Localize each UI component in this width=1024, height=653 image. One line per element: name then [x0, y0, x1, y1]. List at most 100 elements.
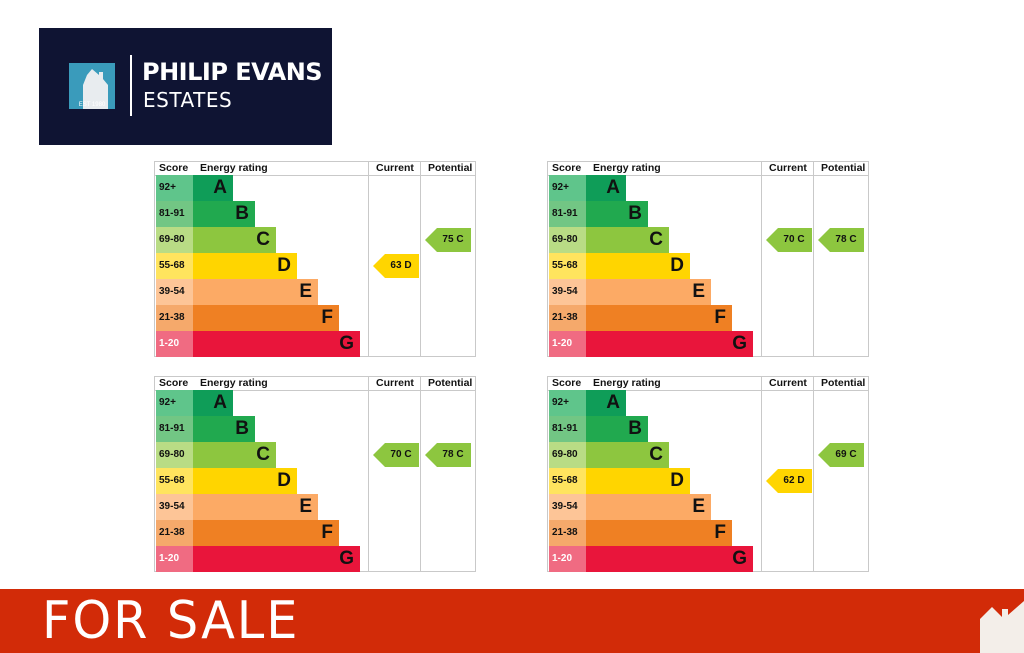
current-header: Current	[769, 377, 807, 389]
band-bar-a: A	[586, 175, 626, 201]
band-bar-g: G	[586, 546, 753, 572]
band-score: 81-91	[549, 201, 586, 227]
potential-rating-arrow: 78 C	[818, 228, 864, 252]
score-header: Score	[159, 377, 189, 389]
epc-chart-4: Score Energy rating Current Potential 92+ A 81…	[547, 376, 869, 572]
band-bar-d: D	[586, 253, 690, 279]
score-header: Score	[552, 162, 582, 174]
band-score: 81-91	[156, 201, 193, 227]
column-divider	[813, 377, 814, 571]
band-score: 92+	[156, 390, 193, 416]
band-bar-c: C	[586, 442, 669, 468]
band-bar-e: E	[586, 494, 711, 520]
band-bar-b: B	[193, 201, 255, 227]
band-bar-g: G	[193, 546, 360, 572]
current-rating-letter: D	[797, 475, 805, 486]
current-rating-arrow: 62 D	[766, 469, 812, 493]
band-score: 39-54	[549, 279, 586, 305]
header-divider	[155, 175, 475, 176]
band-bar-f: F	[193, 520, 339, 546]
logo-established: EST 1980	[78, 102, 106, 108]
current-header: Current	[376, 377, 414, 389]
potential-rating-letter: C	[849, 234, 857, 245]
band-bar-f: F	[586, 305, 732, 331]
current-rating-arrow: 70 C	[373, 443, 419, 467]
band-score: 39-54	[156, 279, 193, 305]
band-score: 1-20	[549, 331, 586, 357]
energy-rating-header: Energy rating	[593, 377, 661, 389]
energy-rating-header: Energy rating	[593, 162, 661, 174]
potential-rating-letter: C	[849, 449, 857, 460]
band-score: 92+	[156, 175, 193, 201]
current-header: Current	[769, 162, 807, 174]
band-score: 1-20	[549, 546, 586, 572]
current-rating-value: 62	[783, 475, 795, 486]
potential-rating-arrow: 78 C	[425, 443, 471, 467]
column-divider	[420, 162, 421, 356]
header-divider	[548, 175, 868, 176]
band-score: 1-20	[156, 546, 193, 572]
epc-chart-1: Score Energy rating Current Potential 92+ A 81…	[154, 161, 476, 357]
band-score: 39-54	[549, 494, 586, 520]
column-divider	[368, 162, 369, 356]
band-bar-c: C	[193, 227, 276, 253]
logo-divider	[130, 55, 132, 116]
header-divider	[548, 390, 868, 391]
column-divider	[761, 162, 762, 356]
potential-header: Potential	[821, 377, 866, 389]
company-subtitle: ESTATES	[143, 88, 233, 112]
band-score: 39-54	[156, 494, 193, 520]
potential-header: Potential	[428, 377, 473, 389]
band-bar-g: G	[586, 331, 753, 357]
current-rating-value: 70	[783, 234, 795, 245]
house-icon	[980, 601, 1024, 653]
band-score: 69-80	[549, 227, 586, 253]
column-divider	[420, 377, 421, 571]
header-divider	[155, 390, 475, 391]
epc-chart-2: Score Energy rating Current Potential 92+ A 81…	[547, 161, 869, 357]
company-name: PHILIP EVANS	[142, 58, 323, 86]
current-rating-arrow: 70 C	[766, 228, 812, 252]
band-bar-g: G	[193, 331, 360, 357]
band-score: 81-91	[156, 416, 193, 442]
band-bar-a: A	[586, 390, 626, 416]
band-bar-a: A	[193, 390, 233, 416]
epc-chart-3: Score Energy rating Current Potential 92+ A 81…	[154, 376, 476, 572]
potential-header: Potential	[821, 162, 866, 174]
potential-rating-value: 69	[835, 449, 847, 460]
band-score: 21-38	[549, 520, 586, 546]
band-bar-b: B	[586, 201, 648, 227]
band-score: 21-38	[156, 520, 193, 546]
band-score: 81-91	[549, 416, 586, 442]
band-score: 55-68	[549, 253, 586, 279]
potential-rating-value: 78	[442, 449, 454, 460]
band-bar-e: E	[586, 279, 711, 305]
energy-rating-header: Energy rating	[200, 162, 268, 174]
column-divider	[761, 377, 762, 571]
band-bar-c: C	[193, 442, 276, 468]
band-score: 55-68	[156, 253, 193, 279]
current-rating-value: 63	[390, 260, 402, 271]
current-header: Current	[376, 162, 414, 174]
column-divider	[813, 162, 814, 356]
band-bar-a: A	[193, 175, 233, 201]
band-score: 69-80	[549, 442, 586, 468]
band-bar-b: B	[586, 416, 648, 442]
potential-rating-value: 78	[835, 234, 847, 245]
band-score: 21-38	[549, 305, 586, 331]
house-logo-icon	[69, 63, 115, 109]
current-rating-letter: C	[404, 449, 412, 460]
band-bar-f: F	[586, 520, 732, 546]
potential-rating-letter: C	[456, 234, 464, 245]
band-bar-e: E	[193, 494, 318, 520]
potential-rating-letter: C	[456, 449, 464, 460]
potential-rating-arrow: 75 C	[425, 228, 471, 252]
band-score: 69-80	[156, 442, 193, 468]
band-bar-d: D	[586, 468, 690, 494]
current-rating-letter: D	[404, 260, 412, 271]
band-score: 55-68	[156, 468, 193, 494]
band-bar-d: D	[193, 468, 297, 494]
company-logo: EST 1980 PHILIP EVANS ESTATES	[39, 28, 332, 145]
band-bar-c: C	[586, 227, 669, 253]
score-header: Score	[159, 162, 189, 174]
